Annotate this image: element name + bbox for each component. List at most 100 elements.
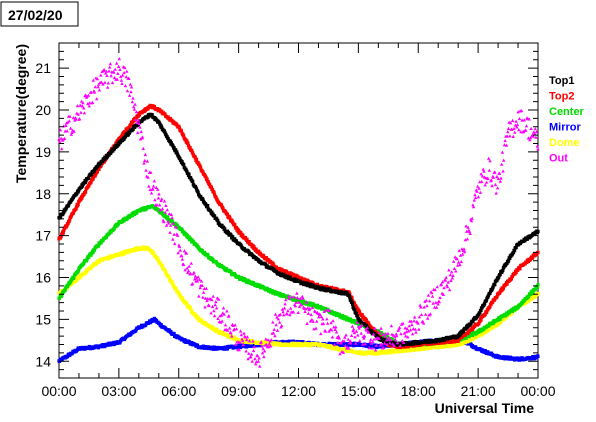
data-point [325, 321, 330, 325]
data-point [233, 237, 237, 241]
data-point [168, 139, 172, 143]
data-point [328, 287, 332, 291]
data-point [93, 85, 97, 89]
data-point [174, 287, 178, 291]
data-point [493, 283, 497, 287]
data-point [271, 331, 276, 335]
data-point [207, 303, 211, 308]
data-point [61, 231, 65, 235]
data-point [317, 315, 321, 319]
data-point [195, 279, 200, 283]
data-point [59, 234, 63, 239]
data-point [238, 329, 243, 333]
data-point [271, 320, 275, 324]
data-point [213, 192, 217, 196]
data-point [152, 179, 156, 183]
data-point [377, 336, 381, 340]
data-point [157, 192, 161, 196]
data-point [533, 288, 537, 292]
data-point [139, 129, 143, 134]
data-point [108, 62, 113, 66]
data-point [288, 275, 292, 279]
data-point [221, 207, 225, 211]
data-point [388, 341, 392, 345]
data-point [349, 298, 353, 302]
data-point [299, 303, 304, 307]
data-point [262, 349, 267, 353]
data-point [159, 261, 163, 266]
data-point [336, 340, 340, 345]
data-point [491, 326, 495, 330]
data-point [478, 311, 482, 315]
data-point [532, 355, 536, 359]
data-point [165, 208, 169, 212]
data-point [269, 338, 274, 342]
data-point [178, 157, 182, 161]
data-point [214, 306, 219, 310]
data-point [536, 354, 540, 358]
data-point [121, 73, 125, 77]
data-point [282, 306, 287, 310]
data-point [143, 152, 147, 157]
data-point [160, 207, 165, 211]
data-point [163, 210, 167, 214]
data-point [122, 219, 126, 223]
data-point [201, 295, 205, 299]
data-point [382, 341, 387, 345]
data-point [130, 100, 134, 104]
data-point [249, 355, 253, 359]
data-point [180, 160, 184, 164]
data-point [208, 183, 212, 187]
data-point [351, 302, 355, 306]
data-point [75, 278, 79, 282]
data-point [138, 137, 143, 141]
data-point [499, 321, 503, 325]
data-point [119, 74, 123, 79]
data-point [214, 300, 218, 304]
data-point [484, 299, 488, 303]
data-point [65, 223, 69, 227]
data-point [491, 285, 495, 289]
data-point [369, 341, 374, 345]
data-point [360, 342, 365, 346]
data-point [262, 254, 266, 258]
data-point [166, 221, 171, 225]
data-point [245, 237, 249, 241]
data-point [239, 230, 243, 235]
data-point [360, 313, 364, 317]
data-point [221, 306, 226, 310]
data-point [211, 294, 215, 298]
data-point [70, 351, 74, 355]
data-point [311, 319, 315, 323]
data-point [473, 324, 477, 329]
data-point [151, 187, 155, 191]
data-point [152, 104, 156, 109]
data-point [159, 323, 163, 327]
data-point [212, 314, 217, 318]
data-point [369, 337, 373, 341]
data-point [456, 339, 460, 343]
data-point [190, 281, 195, 286]
data-point [198, 164, 202, 168]
data-point [160, 197, 164, 201]
data-point [57, 296, 62, 300]
data-point [210, 297, 214, 302]
data-point [531, 290, 535, 294]
data-point [269, 344, 273, 348]
data-point [143, 206, 147, 210]
data-point [241, 339, 245, 343]
data-point [284, 298, 288, 302]
data-point [382, 346, 386, 350]
data-point [298, 296, 302, 300]
data-point [59, 215, 63, 219]
data-point [436, 346, 440, 350]
data-point [117, 57, 121, 61]
data-point [213, 303, 217, 307]
data-point [510, 309, 514, 313]
data-point [219, 313, 224, 317]
data-point [129, 90, 133, 94]
data-point [145, 159, 150, 163]
data-point [238, 340, 242, 344]
data-point [275, 315, 279, 319]
data-point [62, 228, 66, 232]
